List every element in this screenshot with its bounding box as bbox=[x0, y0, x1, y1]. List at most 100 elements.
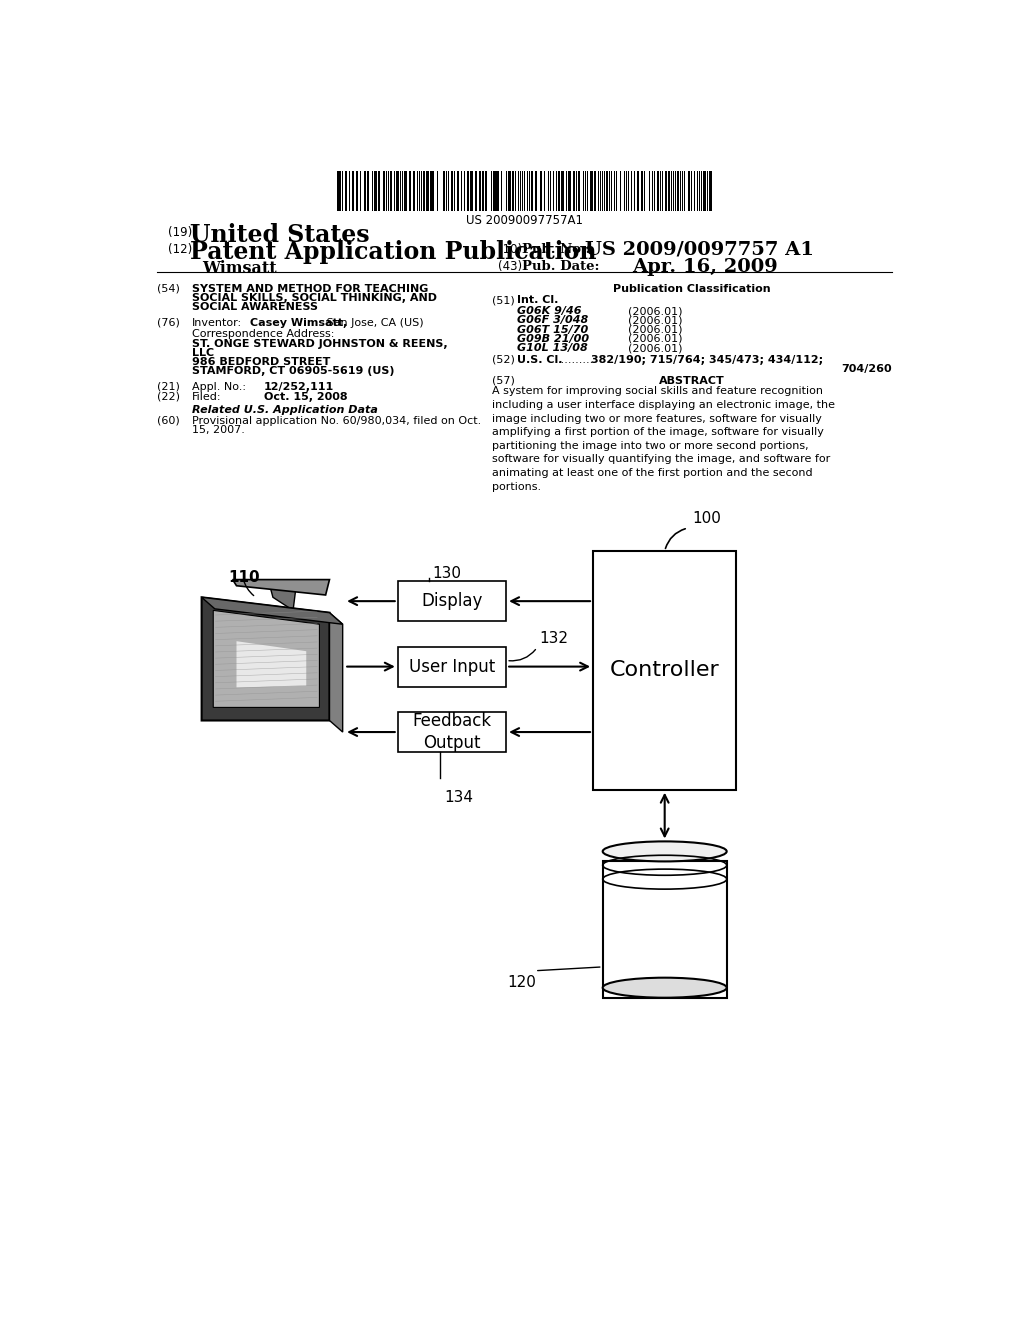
Bar bbox=[397, 647, 506, 686]
Text: Wimsatt: Wimsatt bbox=[203, 260, 278, 277]
Text: Casey Wimsatt,: Casey Wimsatt, bbox=[250, 318, 347, 327]
Bar bbox=[665, 170, 667, 211]
Text: 100: 100 bbox=[692, 511, 721, 527]
Bar bbox=[578, 170, 580, 211]
Bar bbox=[342, 170, 343, 211]
Text: (2006.01): (2006.01) bbox=[628, 306, 682, 317]
Text: (60): (60) bbox=[158, 416, 180, 425]
Text: (2006.01): (2006.01) bbox=[628, 315, 682, 326]
Bar bbox=[649, 170, 650, 211]
Text: 382/190; 715/764; 345/473; 434/112;: 382/190; 715/764; 345/473; 434/112; bbox=[591, 355, 823, 364]
Bar bbox=[454, 170, 455, 211]
Bar bbox=[568, 170, 570, 211]
Bar bbox=[388, 170, 389, 211]
Bar bbox=[442, 170, 445, 211]
Bar bbox=[656, 170, 658, 211]
Text: Apr. 16, 2009: Apr. 16, 2009 bbox=[632, 257, 777, 276]
Bar bbox=[561, 170, 563, 211]
Bar bbox=[375, 170, 377, 211]
Text: G06K 9/46: G06K 9/46 bbox=[517, 306, 582, 317]
Bar bbox=[566, 170, 567, 211]
Bar bbox=[690, 170, 692, 211]
Bar bbox=[475, 170, 477, 211]
Text: (12): (12) bbox=[168, 243, 193, 256]
Bar bbox=[482, 170, 483, 211]
Text: G09B 21/00: G09B 21/00 bbox=[517, 334, 589, 345]
Bar bbox=[611, 170, 612, 211]
Bar bbox=[352, 170, 353, 211]
Bar bbox=[490, 170, 493, 211]
Text: Pub. Date:: Pub. Date: bbox=[521, 260, 599, 273]
Polygon shape bbox=[232, 579, 330, 595]
Bar bbox=[593, 552, 736, 789]
Bar bbox=[710, 170, 712, 211]
Bar bbox=[349, 170, 350, 211]
Bar bbox=[364, 170, 366, 211]
Text: Patent Application Publication: Patent Application Publication bbox=[190, 240, 597, 264]
Text: (52): (52) bbox=[493, 355, 515, 364]
Text: (57): (57) bbox=[493, 376, 515, 385]
Bar bbox=[368, 170, 369, 211]
Bar bbox=[479, 170, 480, 211]
Text: ..........: .......... bbox=[558, 355, 594, 364]
Bar bbox=[359, 170, 361, 211]
Text: U.S. Cl.: U.S. Cl. bbox=[517, 355, 562, 364]
Text: SOCIAL SKILLS, SOCIAL THINKING, AND: SOCIAL SKILLS, SOCIAL THINKING, AND bbox=[191, 293, 436, 304]
Text: (54): (54) bbox=[158, 284, 180, 294]
Bar bbox=[512, 170, 514, 211]
Bar bbox=[669, 170, 670, 211]
Bar bbox=[707, 170, 709, 211]
Text: Appl. No.:: Appl. No.: bbox=[191, 381, 246, 392]
Bar bbox=[426, 170, 429, 211]
Text: G06F 3/048: G06F 3/048 bbox=[517, 315, 589, 326]
Text: G10L 13/08: G10L 13/08 bbox=[517, 343, 588, 354]
Text: (21): (21) bbox=[158, 381, 180, 392]
Text: (22): (22) bbox=[158, 392, 180, 401]
Text: 12/252,111: 12/252,111 bbox=[263, 381, 334, 392]
Text: 15, 2007.: 15, 2007. bbox=[191, 425, 245, 434]
Text: ST. ONGE STEWARD JOHNSTON & REENS,: ST. ONGE STEWARD JOHNSTON & REENS, bbox=[191, 339, 447, 348]
Bar bbox=[540, 170, 542, 211]
Bar bbox=[626, 170, 627, 211]
Text: 704/260: 704/260 bbox=[842, 364, 892, 374]
Text: US 2009/0097757 A1: US 2009/0097757 A1 bbox=[586, 240, 814, 257]
Bar bbox=[457, 170, 459, 211]
Bar bbox=[531, 170, 534, 211]
Bar bbox=[410, 170, 411, 211]
Text: (76): (76) bbox=[158, 318, 180, 327]
Bar bbox=[550, 170, 551, 211]
Text: San Jose, CA (US): San Jose, CA (US) bbox=[324, 318, 424, 327]
Bar bbox=[378, 170, 380, 211]
Bar bbox=[603, 862, 727, 998]
Polygon shape bbox=[213, 610, 319, 708]
Bar bbox=[703, 170, 705, 211]
Bar bbox=[390, 170, 392, 211]
Text: ABSTRACT: ABSTRACT bbox=[659, 376, 725, 385]
Bar bbox=[592, 170, 593, 211]
Polygon shape bbox=[237, 642, 306, 688]
Bar bbox=[397, 581, 506, 622]
Text: 132: 132 bbox=[540, 631, 568, 645]
Polygon shape bbox=[202, 598, 330, 721]
Polygon shape bbox=[270, 586, 296, 610]
Polygon shape bbox=[202, 598, 343, 624]
Bar bbox=[641, 170, 643, 211]
Bar bbox=[496, 170, 498, 211]
Bar bbox=[671, 170, 672, 211]
Bar bbox=[678, 170, 679, 211]
Bar bbox=[493, 170, 495, 211]
Text: Feedback
Output: Feedback Output bbox=[413, 711, 492, 752]
Polygon shape bbox=[330, 612, 343, 733]
Text: (2006.01): (2006.01) bbox=[628, 334, 682, 345]
Text: 986 BEDFORD STREET: 986 BEDFORD STREET bbox=[191, 358, 330, 367]
Bar bbox=[467, 170, 469, 211]
Bar bbox=[471, 170, 473, 211]
Bar bbox=[394, 170, 395, 211]
Text: STAMFORD, CT 06905-5619 (US): STAMFORD, CT 06905-5619 (US) bbox=[191, 367, 394, 376]
Bar bbox=[572, 170, 575, 211]
Bar bbox=[628, 170, 630, 211]
Text: LLC: LLC bbox=[191, 348, 214, 358]
Text: Inventor:: Inventor: bbox=[191, 318, 242, 327]
Text: G06T 15/70: G06T 15/70 bbox=[517, 325, 589, 335]
Bar bbox=[430, 170, 432, 211]
